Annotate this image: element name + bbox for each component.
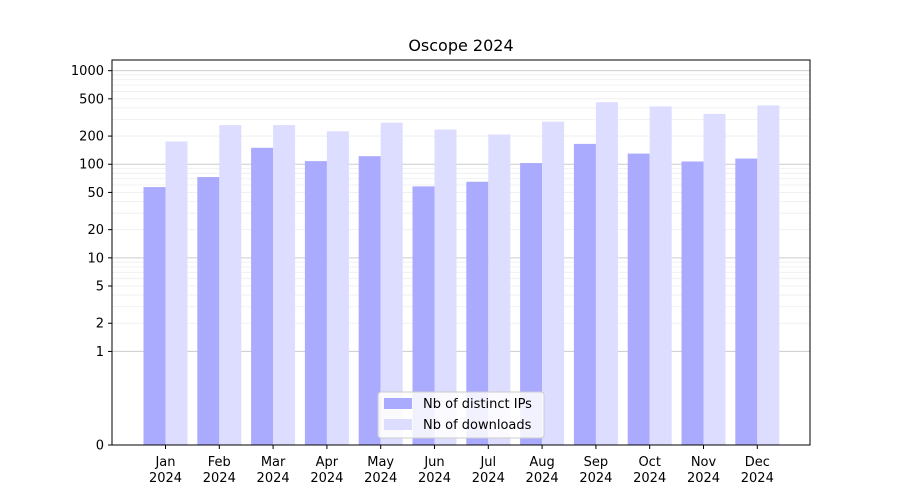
bar-downloads <box>703 113 726 446</box>
legend-label-downloads: Nb of downloads <box>423 418 532 433</box>
y-tick-label: 50 <box>87 186 104 201</box>
y-tick-label: 500 <box>79 92 104 107</box>
bar-downloads <box>165 141 188 445</box>
bar-distinct-ips <box>627 153 650 446</box>
plot-frame <box>111 59 811 446</box>
x-tick-label: May 2024 <box>364 455 397 486</box>
bar-distinct-ips <box>573 143 596 445</box>
y-tick-label: 200 <box>79 130 104 145</box>
bar-downloads <box>380 122 403 446</box>
bar-distinct-ips <box>358 156 381 445</box>
bar-downloads <box>273 125 296 446</box>
y-tick-label: 100 <box>79 158 104 173</box>
x-axis: Jan 2024 Feb 2024 Mar 2024 Apr 2024 May 2024 Jun 20… <box>149 445 774 486</box>
bar-distinct-ips <box>197 177 220 446</box>
bar-downloads <box>434 129 457 445</box>
bar-distinct-ips <box>681 161 704 445</box>
y-tick-label: 20 <box>87 223 104 238</box>
x-tick-label: Feb 2024 <box>203 455 236 486</box>
legend-box <box>377 391 545 439</box>
y-axis: 0 1 2 5 10 20 50 100 200 500 1000 <box>71 64 112 454</box>
bars <box>143 102 780 446</box>
bar-distinct-ips <box>412 186 435 445</box>
bar-distinct-ips <box>143 187 166 445</box>
legend-label-distinct-ips: Nb of distinct IPs <box>423 397 532 412</box>
legend-swatch-distinct-ips <box>384 398 412 409</box>
bar-distinct-ips <box>520 163 543 445</box>
bar-downloads <box>649 106 672 445</box>
y-tick-label: 0 <box>96 439 104 454</box>
bar-downloads <box>488 134 511 445</box>
bar-downloads <box>757 105 780 445</box>
x-tick-label: Jan 2024 <box>149 455 182 486</box>
x-tick-label: Apr 2024 <box>310 455 343 486</box>
bar-downloads <box>219 125 242 446</box>
bar-downloads <box>595 102 618 446</box>
bar-distinct-ips <box>304 161 327 445</box>
x-tick-label: Mar 2024 <box>257 455 290 486</box>
legend-swatch-downloads <box>384 419 412 430</box>
bar-distinct-ips <box>251 147 274 445</box>
x-tick-label: Sep 2024 <box>579 455 612 486</box>
x-tick-label: Jul 2024 <box>472 455 505 486</box>
chart-title: Oscope 2024 <box>408 36 513 55</box>
bar-downloads <box>326 131 349 445</box>
x-tick-label: Nov 2024 <box>687 455 720 486</box>
bar-distinct-ips <box>466 181 489 446</box>
legend: Nb of distinct IPs Nb of downloads <box>377 391 545 439</box>
bar-distinct-ips <box>735 158 758 445</box>
x-tick-label: Dec 2024 <box>741 455 774 486</box>
y-tick-label: 2 <box>96 317 104 332</box>
x-tick-label: Oct 2024 <box>633 455 666 486</box>
y-tick-label: 1 <box>96 345 104 360</box>
x-tick-label: Aug 2024 <box>526 455 559 486</box>
y-tick-label: 10 <box>87 251 104 266</box>
x-tick-label: Jun 2024 <box>418 455 451 486</box>
y-tick-label: 1000 <box>71 64 104 79</box>
y-tick-label: 5 <box>96 280 104 295</box>
bar-downloads <box>542 121 565 446</box>
